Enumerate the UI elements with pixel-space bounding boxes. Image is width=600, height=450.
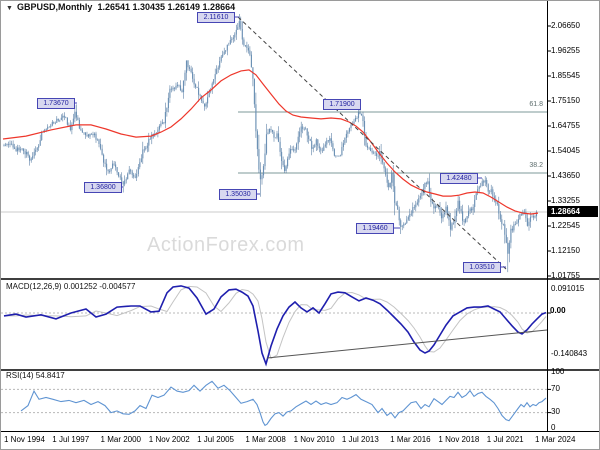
date-axis-tick: 1 Mar 2016	[390, 435, 431, 444]
date-axis-tick: 1 Jul 1997	[52, 435, 90, 444]
date-axis-tick: 1 Jul 2013	[341, 435, 379, 444]
price-axis-tick: 1.43650	[551, 171, 580, 180]
current-price-tag: 1.28664	[548, 206, 598, 217]
price-axis-tick: 1.75150	[551, 96, 580, 105]
swing-price-tag: 1.03510	[463, 262, 501, 273]
macd-axis-zero: 0.00	[550, 306, 566, 315]
macd-trendline	[266, 329, 548, 359]
price-axis-tick: 1.12150	[551, 246, 580, 255]
chart-title-bar: ▼ GBPUSD,Monthly 1.26541 1.30435 1.26149 …	[6, 2, 235, 12]
swing-price-tag: 1.19460	[356, 223, 394, 234]
date-axis-tick: 1 Jul 2005	[197, 435, 234, 444]
price-axis-tick: 2.06650	[551, 21, 580, 30]
price-axis-tick: 1.33255	[551, 196, 580, 205]
swing-price-tag: 1.73670	[37, 98, 75, 109]
date-axis-tick: 1 Nov 2018	[438, 435, 480, 444]
price-axis-tick: 1.01755	[551, 271, 580, 280]
swing-price-tag: 1.35030	[219, 189, 257, 200]
rsi-line	[20, 380, 547, 427]
price-trendline	[237, 16, 507, 270]
watermark: ActionForex.com	[147, 234, 305, 256]
macd-signal-line	[4, 285, 547, 360]
ohlc-values: 1.26541 1.30435 1.26149 1.28664	[97, 2, 236, 12]
date-axis-tick: 1 Mar 2008	[245, 435, 286, 444]
rsi-axis-70: 70	[551, 384, 560, 393]
date-axis-tick: 1 Mar 2000	[100, 435, 141, 444]
rsi-axis-30: 30	[551, 407, 560, 416]
date-axis-tick: 1 Jul 2021	[486, 435, 524, 444]
ma-line	[2, 69, 539, 215]
date-axis-tick: 1 Mar 2024	[534, 435, 576, 444]
swing-price-tag: 1.42480	[440, 173, 478, 184]
price-axis-tick: 1.22545	[551, 221, 580, 230]
macd-axis-max: 0.091015	[551, 284, 585, 293]
fib-level-382-label: 38.2	[529, 162, 543, 169]
swing-price-tag: 2.11610	[197, 12, 235, 23]
date-axis-tick: 1 Nov 1994	[4, 435, 45, 444]
price-axis-tick: 1.85545	[551, 71, 580, 80]
macd-values: 0.001252 -0.004577	[63, 282, 136, 291]
macd-main-line	[3, 285, 547, 367]
macd-name: MACD(12,26,9)	[6, 282, 62, 291]
symbol-dropdown-icon[interactable]: ▼	[6, 5, 13, 12]
rsi-name: RSI(14)	[6, 371, 34, 380]
fib-level-618-label: 61.8	[529, 101, 543, 108]
date-axis-tick: 1 Nov 2002	[148, 435, 190, 444]
swing-price-tag: 1.71900	[323, 99, 361, 110]
price-axis-tick: 1.54045	[551, 146, 580, 155]
rsi-values: 54.8417	[35, 371, 65, 380]
date-axis-tick: 1 Nov 2010	[293, 435, 335, 444]
rsi-axis-0: 0	[551, 423, 556, 432]
symbol-period: GBPUSD,Monthly	[16, 2, 93, 12]
price-axis-tick: 1.96255	[551, 46, 580, 55]
macd-indicator-label: MACD(12,26,9) 0.001252 -0.004577	[6, 282, 135, 291]
candles-wicks	[3, 14, 537, 273]
macd-axis-min: -0.140843	[551, 349, 588, 358]
rsi-indicator-label: RSI(14) 54.8417	[6, 371, 65, 380]
swing-price-tag: 1.36800	[84, 182, 122, 193]
price-axis-tick: 1.64755	[551, 121, 580, 130]
candles-bodies	[3, 21, 538, 254]
rsi-axis-100: 100	[551, 367, 565, 376]
